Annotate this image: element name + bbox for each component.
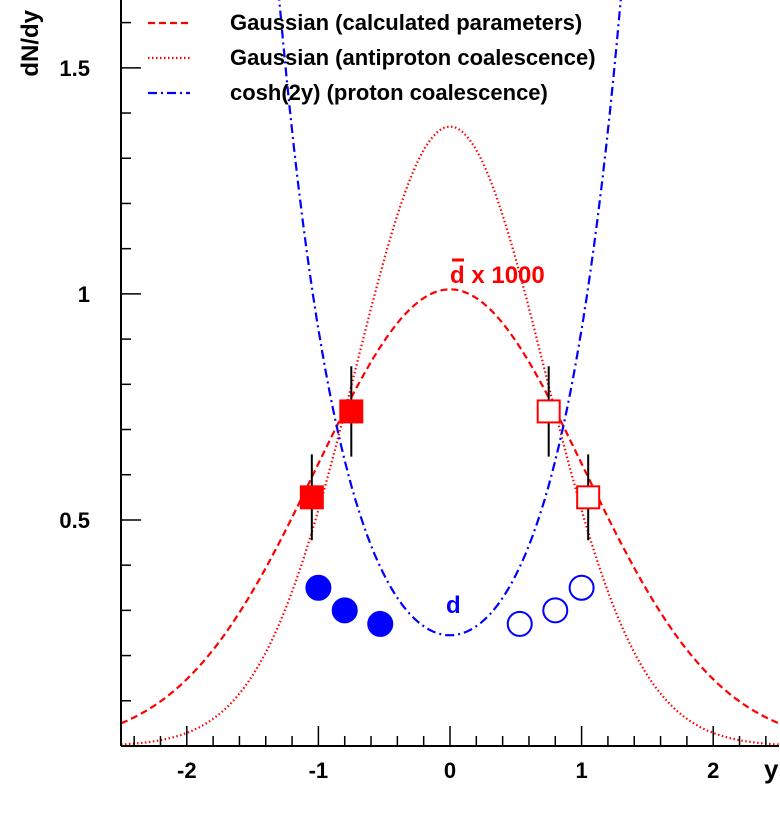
curve-layer xyxy=(121,0,780,746)
dbar-point-filled xyxy=(299,485,324,510)
legend: Gaussian (calculated parameters) Gaussian… xyxy=(148,10,596,105)
dbar-annotation: d x 1000 xyxy=(450,258,545,289)
y-tick-label: 1 xyxy=(78,282,90,307)
d-point-open xyxy=(506,610,533,637)
legend-label: Gaussian (antiproton coalescence) xyxy=(230,45,596,70)
legend-label: cosh(2y) (proton coalescence) xyxy=(230,80,548,105)
y-tick-label: 1.5 xyxy=(59,56,90,81)
dbar-point-open xyxy=(536,399,561,424)
curve-cosh-2y-proton-coalescence xyxy=(278,0,622,637)
d-point-open xyxy=(542,597,569,624)
x-tick-label: 2 xyxy=(707,758,719,783)
curve-gaussian-antiproton-coalescence xyxy=(121,125,780,746)
y-axis-label: dN/dy xyxy=(17,9,44,76)
x-tick-label: 1 xyxy=(575,758,587,783)
x-tick-label: 0 xyxy=(444,758,456,783)
d-label: d xyxy=(446,592,461,619)
x-tick-label: -2 xyxy=(177,758,197,783)
dbar-point-open xyxy=(576,485,601,510)
dbar-point-filled xyxy=(339,399,364,424)
curve-gaussian-calculated-parameters xyxy=(121,288,780,725)
y-tick-label: 0.5 xyxy=(59,508,90,533)
marker-layer xyxy=(299,366,601,637)
legend-label: Gaussian (calculated parameters) xyxy=(230,10,582,35)
x-tick-label: -1 xyxy=(309,758,329,783)
x-axis-label: y xyxy=(764,754,779,784)
d-point-open xyxy=(568,574,595,601)
d-point-filled xyxy=(367,610,394,637)
dbar-label: d x 1000 xyxy=(450,262,545,289)
d-point-filled xyxy=(331,597,358,624)
d-point-filled xyxy=(305,574,332,601)
axes: -2 -1 0 1 2 0.5 1 1.5 xyxy=(59,0,779,783)
